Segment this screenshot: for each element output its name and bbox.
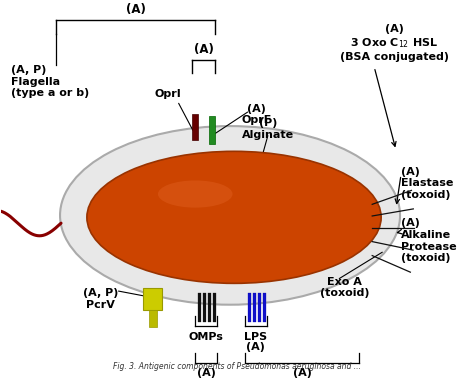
Text: (A): (A) <box>126 3 146 16</box>
Text: (A)
Elastase
(toxoid): (A) Elastase (toxoid) <box>401 167 454 200</box>
Text: OMPs: OMPs <box>189 332 224 342</box>
Text: (A): (A) <box>194 43 214 56</box>
Text: (A): (A) <box>292 368 311 378</box>
Text: (A)
OprF: (A) OprF <box>242 104 272 125</box>
Text: (P)
Alginate: (P) Alginate <box>242 118 294 140</box>
Bar <box>148 309 157 327</box>
Text: (A): (A) <box>197 368 216 378</box>
Text: (A)
Alkaline
Protease
(toxoid): (A) Alkaline Protease (toxoid) <box>401 218 456 263</box>
Text: LPS: LPS <box>244 332 267 342</box>
Ellipse shape <box>158 181 233 208</box>
Bar <box>263 293 266 322</box>
Bar <box>248 293 251 322</box>
Ellipse shape <box>87 151 381 283</box>
Text: (A, P)
PcrV: (A, P) PcrV <box>83 288 118 310</box>
Bar <box>213 293 216 322</box>
Bar <box>258 293 261 322</box>
Text: Exo A
(toxoid): Exo A (toxoid) <box>319 277 369 298</box>
Bar <box>208 293 211 322</box>
Bar <box>203 293 206 322</box>
Text: (A): (A) <box>246 342 265 352</box>
Bar <box>143 288 163 309</box>
Text: (A)
3 Oxo C$_{12}$ HSL
(BSA conjugated): (A) 3 Oxo C$_{12}$ HSL (BSA conjugated) <box>339 24 448 62</box>
Text: (A, P)
Flagella
(type a or b): (A, P) Flagella (type a or b) <box>11 65 90 98</box>
Text: Fig. 3. Antigenic components of Pseudomonas aeruginosa and ...: Fig. 3. Antigenic components of Pseudomo… <box>113 362 361 371</box>
Bar <box>209 116 215 144</box>
Bar <box>192 114 198 140</box>
Bar <box>198 293 201 322</box>
Bar <box>253 293 256 322</box>
Text: OprI: OprI <box>154 89 181 99</box>
Ellipse shape <box>60 126 400 305</box>
